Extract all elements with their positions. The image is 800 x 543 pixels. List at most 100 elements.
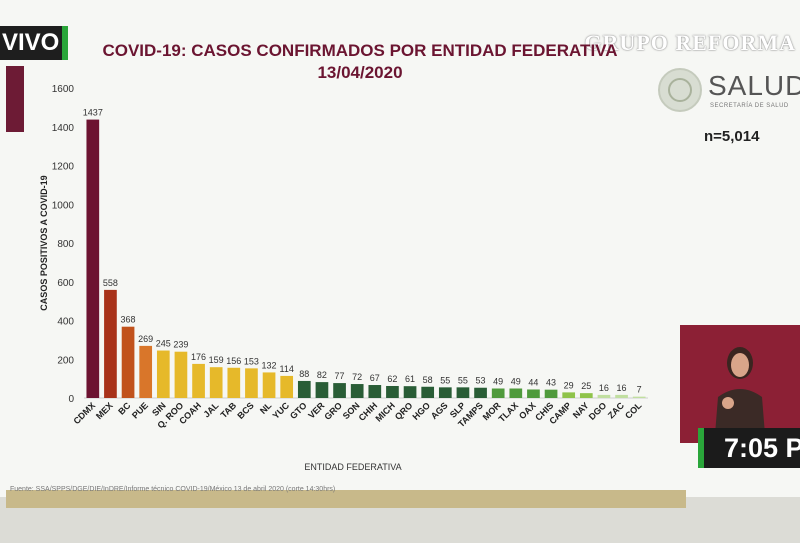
data-label: 82 xyxy=(317,370,327,380)
bottom-stripe xyxy=(6,490,686,508)
bar-camp xyxy=(562,392,576,398)
data-label: 62 xyxy=(387,374,397,384)
x-tick-label: JAL xyxy=(201,400,220,419)
government-seal-icon xyxy=(658,68,702,112)
bar-sin xyxy=(156,350,170,398)
bar-pue xyxy=(139,345,153,398)
salud-logo-subtitle: SECRETARÍA DE SALUD xyxy=(710,103,789,109)
x-tick-label: TAB xyxy=(219,400,239,420)
data-label: 72 xyxy=(352,372,362,382)
y-tick-label: 1600 xyxy=(52,84,75,95)
data-label: 77 xyxy=(335,371,345,381)
watermark: GRUPO REFORMA xyxy=(584,30,796,55)
x-tick-label: YUC xyxy=(271,400,292,421)
bar-gro xyxy=(333,383,346,398)
bar-mex xyxy=(104,289,117,398)
bar-nay xyxy=(579,393,593,398)
bar-bcs xyxy=(245,368,258,398)
data-label: 67 xyxy=(370,373,380,383)
broadcast-clock: 7:05 PM xyxy=(698,428,800,468)
bar-mich xyxy=(386,385,399,398)
y-tick-label: 200 xyxy=(57,355,74,366)
bar-gto xyxy=(297,380,311,398)
bar-yuc xyxy=(280,375,294,398)
x-tick-label: AGS xyxy=(429,400,450,421)
bar-ags xyxy=(438,387,452,398)
y-tick-label: 1000 xyxy=(52,200,75,211)
data-label: 159 xyxy=(209,355,224,365)
x-axis-label: ENTIDAD FEDERATIVA xyxy=(304,462,401,472)
bar-nl xyxy=(262,372,276,398)
bar-slp xyxy=(456,387,470,398)
x-tick-label: QRO xyxy=(393,400,415,422)
x-tick-label: COL xyxy=(623,400,644,421)
data-label: 245 xyxy=(156,339,171,349)
data-label: 114 xyxy=(280,364,294,374)
bar-dgo xyxy=(597,394,611,398)
bar-hgo xyxy=(421,386,435,398)
x-tick-label: MICH xyxy=(374,400,397,423)
y-tick-label: 400 xyxy=(57,317,74,328)
x-tick-label: TLAX xyxy=(497,400,521,424)
x-tick-label: CDMX xyxy=(71,400,97,426)
clock-accent xyxy=(698,428,704,468)
data-label: 16 xyxy=(617,383,627,393)
bar-chih xyxy=(368,385,382,398)
data-label: 132 xyxy=(262,360,277,370)
live-badge: VIVO xyxy=(0,26,68,60)
x-tick-label: MEX xyxy=(94,400,115,421)
data-label: 55 xyxy=(440,375,450,385)
y-tick-label: 1200 xyxy=(52,162,75,173)
data-label: 368 xyxy=(121,315,136,325)
data-label: 43 xyxy=(546,378,556,388)
bar-qro xyxy=(403,386,417,398)
live-badge-accent xyxy=(62,26,68,60)
data-label: 29 xyxy=(564,380,574,390)
data-label: 153 xyxy=(244,356,259,366)
y-tick-label: 1400 xyxy=(52,123,75,134)
x-tick-label: GTO xyxy=(288,400,309,421)
data-label: 16 xyxy=(599,383,609,393)
data-label: 25 xyxy=(581,381,591,391)
x-tick-label: BCS xyxy=(235,400,256,421)
bar-jal xyxy=(209,367,223,398)
data-label: 88 xyxy=(299,369,309,379)
bar-chart: 0 200 400 600 800 1000 1200 1400 1600 CASOS POSIT… xyxy=(39,84,648,472)
data-label: 176 xyxy=(191,352,206,362)
data-label: 49 xyxy=(493,377,503,387)
data-label: 49 xyxy=(511,377,521,387)
data-label: 53 xyxy=(476,376,486,386)
bar-tamps xyxy=(474,387,487,398)
bar-son xyxy=(350,384,364,398)
sign-language-interpreter xyxy=(680,325,800,443)
x-tick-label: NAY xyxy=(571,400,591,420)
bar-chis xyxy=(544,389,558,398)
bar-zac xyxy=(615,394,628,398)
data-label: 61 xyxy=(405,374,415,384)
salud-logo-text: SALUD xyxy=(708,70,800,101)
x-tick-label: PUE xyxy=(130,400,150,420)
x-tick-label: GRO xyxy=(322,400,344,422)
y-axis-label: CASOS POSITIVOS A COVID-19 xyxy=(39,175,49,310)
bar-col xyxy=(632,396,646,398)
y-tick-label: 600 xyxy=(57,278,74,289)
data-label: 558 xyxy=(103,278,118,288)
x-tick-label: DGO xyxy=(587,400,609,422)
bar-oax xyxy=(527,389,540,398)
chart-title: COVID-19: CASOS CONFIRMADOS POR ENTIDAD … xyxy=(70,40,650,84)
data-label: 7 xyxy=(637,385,642,395)
data-label: 58 xyxy=(423,375,433,385)
chart-subtitle-date: 13/04/2020 xyxy=(317,63,403,82)
y-tick-label: 800 xyxy=(57,239,74,250)
bar-ver xyxy=(315,382,329,398)
bar-bc xyxy=(121,326,135,398)
data-label: 1437 xyxy=(83,108,103,118)
source-note: Fuente: SSA/SPPS/DGE/DIE/InDRE/Informe t… xyxy=(10,486,336,493)
x-tick-label: ZAC xyxy=(606,400,627,421)
bar-mor xyxy=(491,388,505,398)
data-label: 44 xyxy=(528,377,538,387)
bar-coah xyxy=(192,363,205,398)
data-label: 239 xyxy=(173,340,188,350)
data-label: 269 xyxy=(138,334,153,344)
data-label: 55 xyxy=(458,375,468,385)
